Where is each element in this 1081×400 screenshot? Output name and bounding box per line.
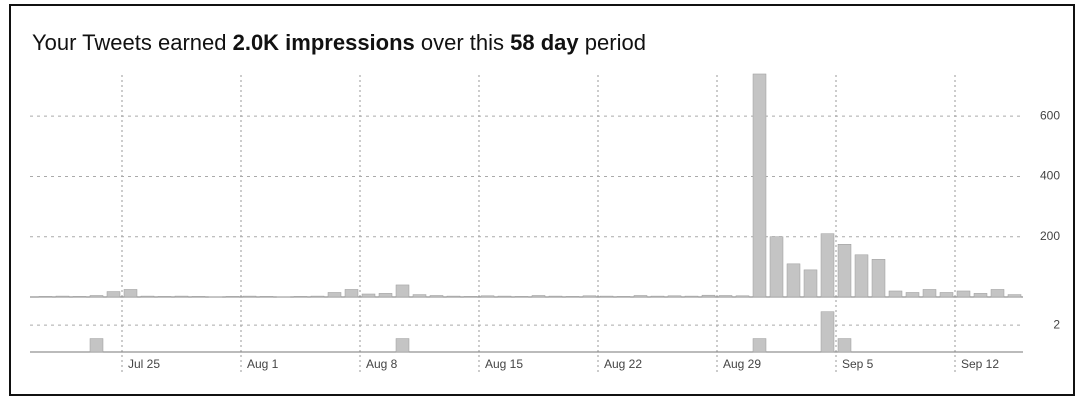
bar [395, 338, 410, 353]
bar [191, 296, 206, 298]
bar [752, 338, 767, 353]
bar [990, 289, 1005, 298]
bar [327, 292, 342, 298]
bar [225, 296, 240, 298]
bar [480, 295, 495, 298]
bar [55, 295, 70, 298]
bar [446, 295, 461, 298]
bar [820, 233, 835, 298]
x-tick-label: Aug 29 [723, 357, 761, 371]
bar [718, 295, 733, 298]
bar [395, 284, 410, 298]
bar [344, 289, 359, 298]
bar [89, 338, 104, 353]
bar [837, 244, 852, 298]
bar [38, 296, 53, 298]
bar [72, 296, 87, 298]
bar [361, 293, 376, 298]
x-tick-label: Jul 25 [128, 357, 160, 371]
bar [242, 295, 257, 298]
title-part: over this [415, 30, 510, 55]
bar [616, 296, 631, 298]
bar [871, 259, 886, 298]
bar [922, 289, 937, 298]
bar [939, 292, 954, 298]
bar [140, 295, 155, 298]
x-tick-label: Aug 1 [247, 357, 279, 371]
bar [752, 73, 767, 298]
bar [701, 294, 716, 298]
bar [157, 296, 172, 298]
bar [429, 295, 444, 298]
bar [684, 295, 699, 298]
frame [9, 4, 1075, 396]
bar [735, 295, 750, 298]
bar [123, 289, 138, 298]
bar [89, 295, 104, 298]
bar [531, 295, 546, 298]
bar [1007, 294, 1022, 298]
bar [463, 296, 478, 298]
bar [854, 254, 869, 298]
bar [174, 295, 189, 298]
title-part: Your Tweets earned [32, 30, 233, 55]
title-part: 2.0K impressions [233, 30, 415, 55]
bar [293, 296, 308, 298]
bar [956, 290, 971, 298]
y-tick-label: 200 [1040, 229, 1060, 243]
bar [633, 295, 648, 298]
x-tick-label: Aug 15 [485, 357, 523, 371]
bar [106, 291, 121, 298]
x-tick-label: Aug 8 [366, 357, 398, 371]
title-part: period [579, 30, 646, 55]
x-tick-label: Sep 12 [961, 357, 999, 371]
bar [769, 236, 784, 298]
bar [837, 338, 852, 353]
bar [565, 296, 580, 298]
bar [582, 295, 597, 298]
chart-title: Your Tweets earned 2.0K impressions over… [32, 30, 646, 55]
bar [548, 295, 563, 298]
bar [888, 290, 903, 298]
bar [667, 295, 682, 298]
bar [803, 269, 818, 298]
bar [259, 296, 274, 298]
bar [514, 296, 529, 298]
bar [973, 293, 988, 298]
title-part: 58 day [510, 30, 579, 55]
y-tick-label: 400 [1040, 169, 1060, 183]
y-tick-label: 600 [1040, 108, 1060, 122]
bar [497, 295, 512, 298]
bar [599, 295, 614, 298]
bar [905, 292, 920, 298]
bar [650, 295, 665, 298]
x-tick-label: Sep 5 [842, 357, 874, 371]
bar [820, 311, 835, 353]
x-tick-label: Aug 22 [604, 357, 642, 371]
y-tick-label: 2 [1053, 317, 1060, 331]
bar [412, 294, 427, 298]
bar [786, 263, 801, 298]
bar [310, 295, 325, 298]
bar [378, 293, 393, 298]
